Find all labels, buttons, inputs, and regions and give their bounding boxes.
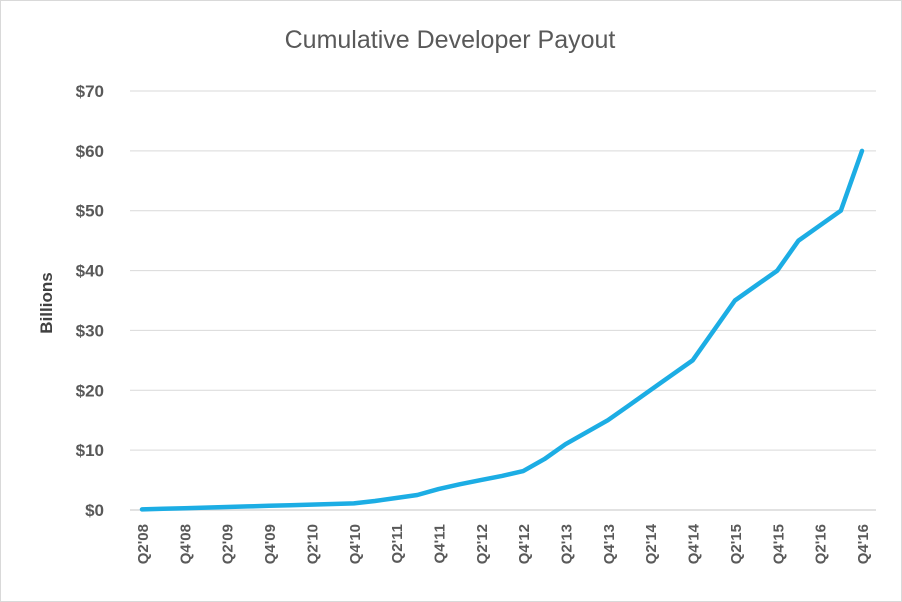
x-tick-label: Q2'14 — [643, 523, 660, 564]
x-tick-label: Q4'08 — [177, 524, 194, 564]
x-tick-label: Q2'11 — [389, 524, 406, 563]
x-tick-label: Q4'13 — [601, 524, 618, 564]
x-axis-ticks: Q2'08 Q4'08 Q2'09 Q4'09 Q2'10 Q4'10 Q2'11 Q4'11… — [135, 523, 872, 564]
chart-title: Cumulative Developer Payout — [284, 26, 616, 54]
y-tick-label: $30 — [76, 321, 104, 340]
x-tick-label: Q4'10 — [347, 524, 364, 564]
x-tick-label: Q4'14 — [686, 523, 703, 564]
y-tick-label: $0 — [85, 501, 104, 520]
x-tick-label: Q4'15 — [770, 524, 787, 564]
y-tick-label: $70 — [76, 82, 104, 101]
x-tick-label: Q2'09 — [220, 524, 237, 564]
y-axis-ticks: $0 $10 $20 $30 $40 $50 $60 $70 — [76, 82, 104, 520]
x-tick-label: Q4'16 — [855, 524, 872, 564]
x-tick-label: Q2'13 — [559, 524, 576, 564]
y-tick-label: $20 — [76, 381, 104, 400]
gridlines — [130, 90, 876, 511]
x-tick-label: Q2'10 — [304, 524, 321, 564]
y-tick-label: $40 — [76, 262, 104, 281]
y-axis-label: Billions — [37, 272, 56, 333]
y-tick-label: $50 — [76, 202, 104, 221]
x-tick-label: Q2'16 — [813, 524, 830, 564]
x-tick-label: Q4'12 — [516, 524, 533, 564]
y-tick-label: $60 — [76, 142, 104, 161]
x-tick-label: Q4'09 — [262, 524, 279, 564]
y-tick-label: $10 — [76, 441, 104, 460]
x-tick-label: Q2'15 — [728, 524, 745, 564]
x-tick-label: Q2'12 — [474, 524, 491, 564]
series-line-developer-payout — [139, 148, 865, 512]
x-tick-label: Q2'08 — [135, 524, 152, 564]
x-tick-label: Q4'11 — [431, 524, 448, 563]
